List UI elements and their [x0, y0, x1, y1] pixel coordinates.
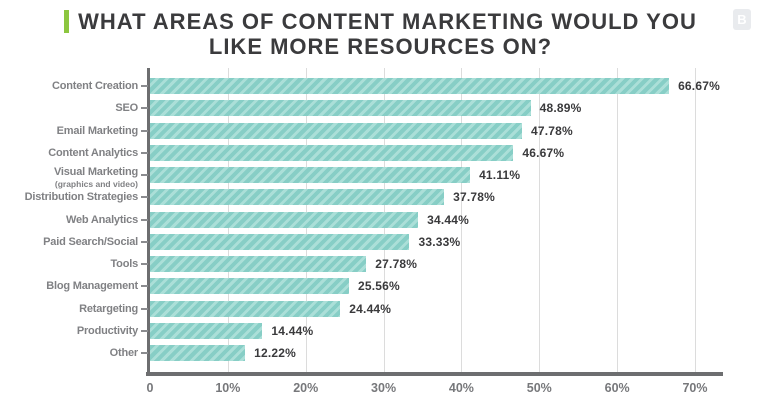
bar-value-label: 24.44% [349, 301, 392, 316]
category-sublabel: (graphics and video) [54, 179, 138, 189]
bar-value-label: 48.89% [539, 101, 582, 116]
axis-tick [141, 218, 148, 221]
bar-other [150, 345, 246, 361]
bar-tools [150, 256, 367, 272]
axis-tick [141, 107, 148, 110]
axis-tick [141, 285, 148, 288]
bar-web-analytics [150, 211, 419, 228]
category-label: Paid Search/Social [43, 235, 138, 248]
y-axis-line [147, 68, 150, 376]
category-label: Tools [110, 258, 138, 270]
title-accent-bar [64, 10, 70, 33]
axis-tick [141, 352, 148, 354]
x-axis-line [146, 372, 723, 376]
axis-tick [141, 196, 148, 199]
category-label: Web Analytics [66, 213, 138, 226]
bar-value-label: 25.56% [358, 279, 400, 294]
category-label: Distribution Strategies [24, 191, 139, 204]
title-line-1-wrap: WHAT AREAS OF CONTENT MARKETING WOULD YO… [0, 9, 761, 34]
bar-value-label: 34.44% [427, 212, 470, 227]
category-label: Retargeting [79, 302, 138, 315]
x-tick-label-60: 60% [604, 381, 630, 395]
bar-paid-search-social [150, 233, 410, 250]
gridline-40 [461, 68, 463, 374]
bar-value-label: 37.78% [453, 190, 496, 205]
x-tick-label-0: 0 [146, 381, 154, 395]
bar-distribution-strategies [150, 189, 445, 206]
bar-value-label: 41.11% [479, 168, 521, 182]
category-label: Blog Management [46, 280, 138, 293]
brand-logo-letter: B [737, 12, 747, 27]
bar-value-label: 12.22% [254, 346, 297, 360]
x-tick-label-30: 30% [371, 381, 397, 395]
bar-content-creation [150, 78, 670, 94]
chart-title: WHAT AREAS OF CONTENT MARKETING WOULD YO… [0, 9, 761, 59]
x-tick-label-50: 50% [526, 381, 552, 395]
axis-tick [141, 263, 148, 265]
bar-value-label: 33.33% [418, 234, 461, 249]
bar-email-marketing [150, 122, 522, 139]
bar-value-label: 47.78% [531, 123, 573, 138]
bar-value-label: 46.67% [522, 145, 565, 160]
axis-tick [141, 129, 148, 132]
axis-tick [141, 174, 148, 176]
title-line-1: WHAT AREAS OF CONTENT MARKETING WOULD YO… [78, 9, 697, 34]
category-label: SEO [115, 102, 138, 115]
axis-tick [141, 329, 148, 332]
bar-value-label: 66.67% [678, 79, 720, 93]
bar-value-label: 14.44% [271, 323, 314, 338]
category-label: Content Analytics [48, 146, 138, 159]
category-label: Content Creation [51, 80, 138, 92]
bar-blog-management [150, 278, 349, 295]
category-label: Other [109, 347, 139, 359]
axis-tick [141, 85, 148, 87]
title-line-2: LIKE MORE RESOURCES ON? [208, 34, 553, 59]
category-label: Email Marketing [56, 124, 139, 137]
axis-tick [141, 151, 148, 154]
brand-logo: B [733, 9, 751, 30]
axis-tick [141, 240, 148, 243]
bar-productivity [150, 322, 263, 339]
gridline-60 [617, 68, 619, 374]
category-label: Productivity [76, 324, 138, 337]
bar-seo [150, 100, 531, 117]
x-tick-label-20: 20% [293, 381, 319, 395]
gridline-70 [695, 68, 696, 374]
x-tick-label-70: 70% [682, 381, 708, 395]
x-tick-label-10: 10% [215, 381, 241, 395]
bar-value-label: 27.78% [375, 257, 418, 271]
bar-retargeting [150, 300, 341, 317]
bar-visual-marketing [150, 167, 471, 183]
x-tick-label-40: 40% [448, 381, 474, 395]
axis-tick [141, 307, 148, 310]
gridline-50 [539, 68, 541, 374]
bar-content-analytics [150, 144, 514, 161]
category-label: Visual Marketing (graphics and video) [0, 166, 138, 190]
